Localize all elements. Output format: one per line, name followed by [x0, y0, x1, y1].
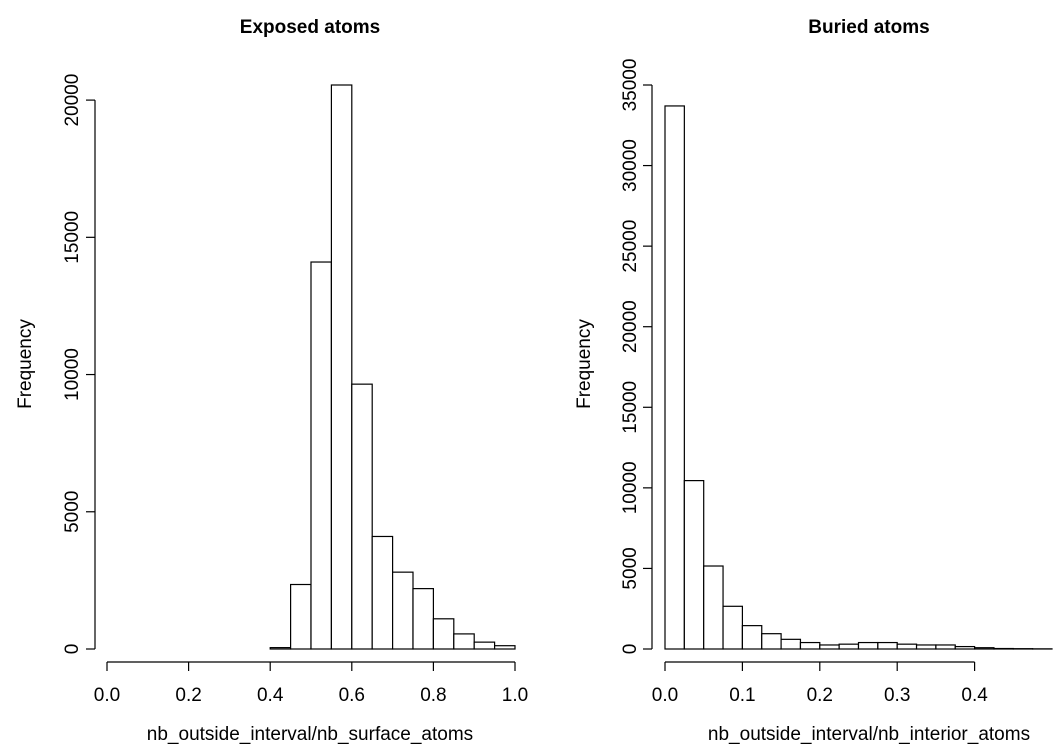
chart-title: Exposed atoms: [240, 17, 380, 38]
histogram-bar: [819, 644, 840, 650]
y-axis-title: Frequency: [574, 319, 595, 409]
x-tick-label: 0.4: [257, 685, 284, 706]
histogram-bars: [664, 105, 1053, 650]
y-tick-label: 15000: [620, 381, 641, 434]
x-tick-label: 0.3: [884, 685, 910, 706]
histogram-bar: [761, 633, 782, 650]
histogram-bar: [412, 588, 434, 650]
histogram-bar: [877, 641, 898, 650]
y-axis-title: Frequency: [15, 319, 36, 409]
histogram-bar: [683, 480, 705, 650]
histogram-bar: [799, 641, 821, 650]
histogram-bar: [741, 625, 763, 650]
histogram-bar: [494, 645, 516, 650]
y-tick-label: 10000: [620, 461, 641, 514]
histogram-bar: [915, 644, 937, 650]
x-axis: 0.0 0.1 0.2 0.3 0.4: [652, 661, 988, 706]
exposed-atoms-panel: Exposed atoms nb_outside_interval/nb_sur…: [15, 17, 528, 745]
histogram-bar: [432, 618, 455, 650]
y-tick-label: 10000: [62, 348, 83, 401]
chart-title: Buried atoms: [808, 17, 929, 38]
x-tick-label: 0.2: [807, 685, 833, 706]
buried-atoms-panel: Buried atoms nb_outside_interval/nb_inte…: [574, 17, 1053, 745]
y-tick-label: 25000: [620, 220, 641, 273]
y-tick-label: 20000: [620, 300, 641, 353]
y-tick-label: 15000: [62, 211, 83, 264]
x-axis-title: nb_outside_interval/nb_interior_atoms: [708, 724, 1030, 745]
x-tick-label: 0.1: [729, 685, 755, 706]
x-axis-title: nb_outside_interval/nb_surface_atoms: [147, 724, 473, 745]
histogram-bar: [722, 605, 743, 650]
histogram-bar: [973, 647, 995, 650]
y-tick-label: 35000: [620, 59, 641, 112]
x-tick-label: 0.2: [175, 685, 201, 706]
histogram-bar: [453, 633, 475, 650]
x-tick-label: 0.0: [94, 685, 120, 706]
histogram-bar: [954, 645, 976, 650]
y-axis: 0 5000 10000 15000 20000 25000 30000 35000: [620, 59, 653, 655]
x-tick-label: 0.6: [339, 685, 365, 706]
y-tick-label: 30000: [620, 139, 641, 192]
histogram-bar: [703, 565, 724, 650]
x-tick-label: 0.0: [652, 685, 678, 706]
y-axis: 0 5000 10000 15000 20000: [62, 74, 96, 655]
histogram-bar: [838, 643, 860, 650]
y-tick-label: 0: [62, 644, 83, 655]
x-tick-label: 0.8: [420, 685, 446, 706]
histogram-bar: [269, 647, 292, 650]
histogram-bars: [269, 84, 516, 650]
y-tick-label: 20000: [62, 74, 83, 127]
x-tick-label: 0.4: [961, 685, 988, 706]
histogram-bar: [896, 643, 918, 650]
histogram-bar: [664, 105, 685, 650]
x-tick-label: 1.0: [502, 685, 528, 706]
histogram-bar: [473, 641, 496, 650]
histogram-bar: [392, 571, 414, 650]
histogram-bar: [371, 535, 394, 650]
histogram-bar: [857, 641, 879, 650]
y-tick-label: 0: [620, 644, 641, 655]
x-axis: 0.0 0.2 0.4 0.6 0.8 1.0: [94, 661, 528, 706]
histogram-bar: [351, 383, 373, 650]
histogram-bar: [780, 638, 802, 650]
histogram-bar: [290, 583, 312, 650]
y-tick-label: 5000: [620, 547, 641, 589]
histogram-bar: [330, 84, 353, 650]
histogram-bar: [310, 261, 332, 650]
y-tick-label: 5000: [62, 491, 83, 533]
histogram-bar: [935, 644, 956, 650]
